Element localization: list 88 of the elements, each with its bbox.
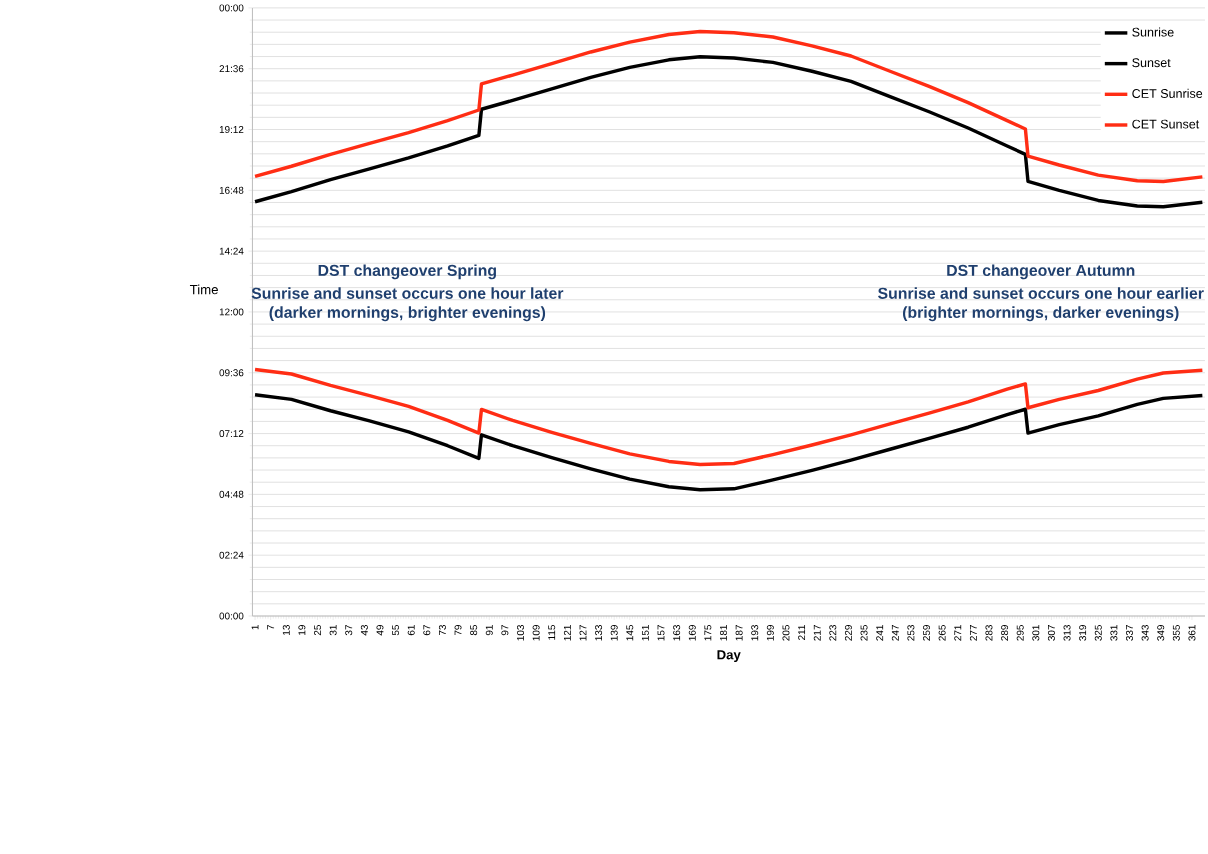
x-tick-label: 7	[267, 625, 275, 630]
x-tick-label: 283	[985, 624, 993, 641]
x-tick-label: 55	[392, 624, 400, 636]
x-tick-label: 37	[345, 625, 353, 636]
x-tick-label: 253	[907, 624, 915, 641]
x-tick-label: 61	[407, 625, 415, 636]
y-tick-label: 00:00	[219, 4, 244, 12]
x-tick-label: 79	[454, 625, 462, 636]
x-tick-label: 199	[766, 625, 774, 641]
x-tick-label: 43	[360, 624, 368, 636]
x-tick-label: 289	[1001, 625, 1009, 641]
x-tick-label: 217	[813, 625, 821, 641]
x-tick-label: 103	[517, 624, 525, 641]
line-series	[253, 393, 1205, 492]
x-tick-label: 301	[1032, 625, 1040, 641]
x-tick-label: 187	[735, 625, 743, 641]
line-series	[253, 367, 1205, 467]
x-tick-label: 25	[314, 624, 322, 636]
y-tick-label: 00:00	[219, 612, 244, 620]
x-tick-label: 319	[1079, 625, 1087, 641]
x-tick-label: 121	[563, 625, 571, 641]
x-tick-label: 295	[1016, 624, 1024, 641]
x-tick-label: 361	[1188, 625, 1196, 641]
x-tick-label: 247	[891, 625, 899, 641]
x-tick-label: 145	[626, 624, 634, 641]
x-tick-label: 115	[548, 624, 556, 640]
x-tick-label: 73	[438, 624, 446, 636]
x-tick-label: 97	[501, 625, 509, 636]
x-tick-label: 169	[688, 625, 696, 641]
y-tick-label: 02:24	[219, 551, 244, 559]
annotation: Sunrise and sunset occurs one hour earlier	[878, 287, 1204, 299]
x-axis-title: Day	[717, 650, 741, 662]
y-tick-label: 19:12	[219, 125, 244, 133]
x-tick-label: 109	[532, 625, 540, 641]
x-tick-label: 49	[376, 625, 384, 636]
legend-label: Sunrise	[1132, 27, 1174, 37]
annotation: (brighter mornings, darker evenings)	[902, 306, 1179, 322]
y-tick-label: 04:48	[219, 490, 244, 498]
x-tick-label: 91	[485, 625, 493, 636]
x-tick-label: 277	[969, 625, 977, 641]
annotation: DST changeover Autumn	[947, 264, 1135, 280]
x-tick-label: 331	[1110, 625, 1118, 641]
y-tick-label: 12:00	[219, 308, 244, 316]
x-tick-label: 325	[1094, 624, 1102, 641]
legend-label: CET Sunset	[1132, 119, 1200, 129]
x-tick-label: 31	[329, 625, 337, 636]
x-tick-label: 271	[954, 625, 962, 641]
annotation: DST changeover Spring	[318, 264, 496, 280]
legend-label: Sunset	[1132, 58, 1171, 68]
x-tick-label: 259	[922, 625, 931, 641]
x-tick-label: 163	[673, 624, 681, 641]
y-axis-title: Time	[189, 284, 218, 295]
x-tick-label: 265	[938, 624, 946, 641]
x-tick-label: 157	[657, 625, 665, 641]
y-tick-label: 14:24	[219, 247, 244, 255]
line-series	[253, 54, 1205, 209]
x-tick-label: 205	[782, 624, 790, 641]
x-tick-label: 211	[798, 625, 806, 640]
x-tick-label: 307	[1047, 625, 1055, 641]
annotation: (darker mornings, brighter evenings)	[269, 306, 546, 322]
x-tick-label: 355	[1172, 624, 1180, 641]
x-tick-label: 1	[251, 625, 259, 630]
y-tick-label: 16:48	[219, 186, 244, 194]
x-tick-label: 229	[844, 625, 852, 641]
x-tick-label: 181	[720, 625, 728, 641]
y-tick-label: 21:36	[219, 65, 244, 73]
x-tick-label: 67	[423, 625, 431, 636]
x-tick-label: 343	[1141, 624, 1149, 641]
x-tick-label: 193	[751, 624, 759, 641]
x-tick-label: 349	[1157, 625, 1165, 641]
x-tick-label: 85	[470, 624, 478, 636]
x-tick-label: 151	[641, 625, 649, 641]
x-tick-label: 133	[595, 624, 603, 641]
annotation: Sunrise and sunset occurs one hour later	[251, 287, 564, 299]
x-tick-label: 175	[704, 624, 712, 641]
x-tick-label: 13	[282, 624, 290, 635]
x-tick-label: 19	[298, 625, 306, 635]
x-tick-label: 337	[1125, 625, 1133, 641]
y-tick-label: 09:36	[219, 369, 244, 377]
x-tick-label: 127	[579, 625, 587, 641]
x-tick-label: 223	[829, 624, 837, 641]
x-tick-label: 139	[610, 625, 618, 641]
legend-label: CET Sunrise	[1132, 88, 1203, 98]
line-series	[253, 29, 1205, 184]
x-tick-label: 313	[1063, 624, 1071, 641]
x-tick-label: 241	[876, 625, 884, 641]
x-tick-label: 235	[860, 624, 868, 641]
y-tick-label: 07:12	[219, 429, 244, 437]
